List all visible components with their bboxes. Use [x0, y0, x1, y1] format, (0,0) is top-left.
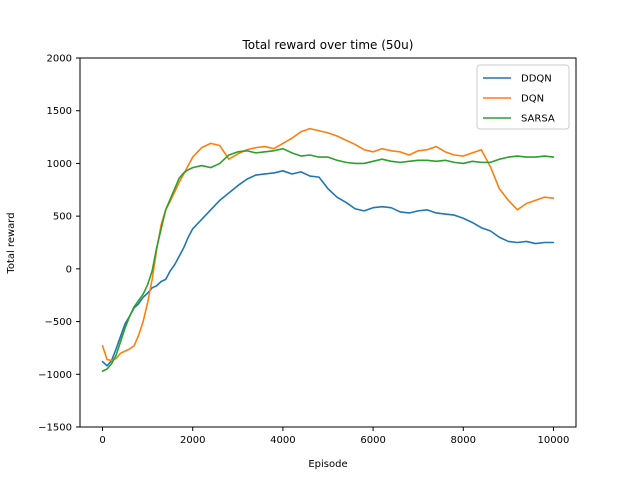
- x-axis-label: Episode: [308, 459, 347, 470]
- legend-label-sarsa: SARSA: [521, 114, 555, 125]
- x-tick-label: 2000: [180, 435, 205, 446]
- x-tick-label: 6000: [360, 435, 385, 446]
- legend-label-ddqn: DDQN: [521, 74, 552, 85]
- legend: DDQN DQN SARSA: [476, 64, 570, 130]
- chart-title: Total reward over time (50u): [242, 38, 414, 52]
- plot-frame: [79, 57, 577, 428]
- y-tick-label: 1000: [47, 159, 72, 170]
- y-tick-label: −1000: [38, 370, 72, 381]
- y-tick-label: 0: [66, 264, 72, 275]
- y-tick-label: 500: [53, 212, 72, 223]
- series-line-sarsa: [101, 147, 555, 372]
- y-tick-label: −500: [45, 317, 72, 328]
- legend-label-dqn: DQN: [521, 94, 544, 105]
- y-axis-label: Total reward: [6, 212, 17, 274]
- series-line-ddqn: [101, 170, 555, 367]
- legend-box: [476, 64, 570, 130]
- y-tick-label: 1500: [47, 106, 72, 117]
- x-tick-label: 10000: [538, 435, 570, 446]
- y-tick-label: −1500: [38, 423, 72, 434]
- series-layer: [101, 127, 555, 372]
- series-line-dqn: [101, 127, 555, 362]
- x-tick-label: 0: [99, 435, 105, 446]
- x-tick-label: 4000: [270, 435, 295, 446]
- x-axis: 0 2000 4000 6000 8000 10000: [99, 427, 569, 446]
- y-axis: −1500 −1000 −500 0 500 1000 1500 2000: [38, 54, 80, 434]
- y-tick-label: 2000: [47, 54, 72, 65]
- x-tick-label: 8000: [451, 435, 476, 446]
